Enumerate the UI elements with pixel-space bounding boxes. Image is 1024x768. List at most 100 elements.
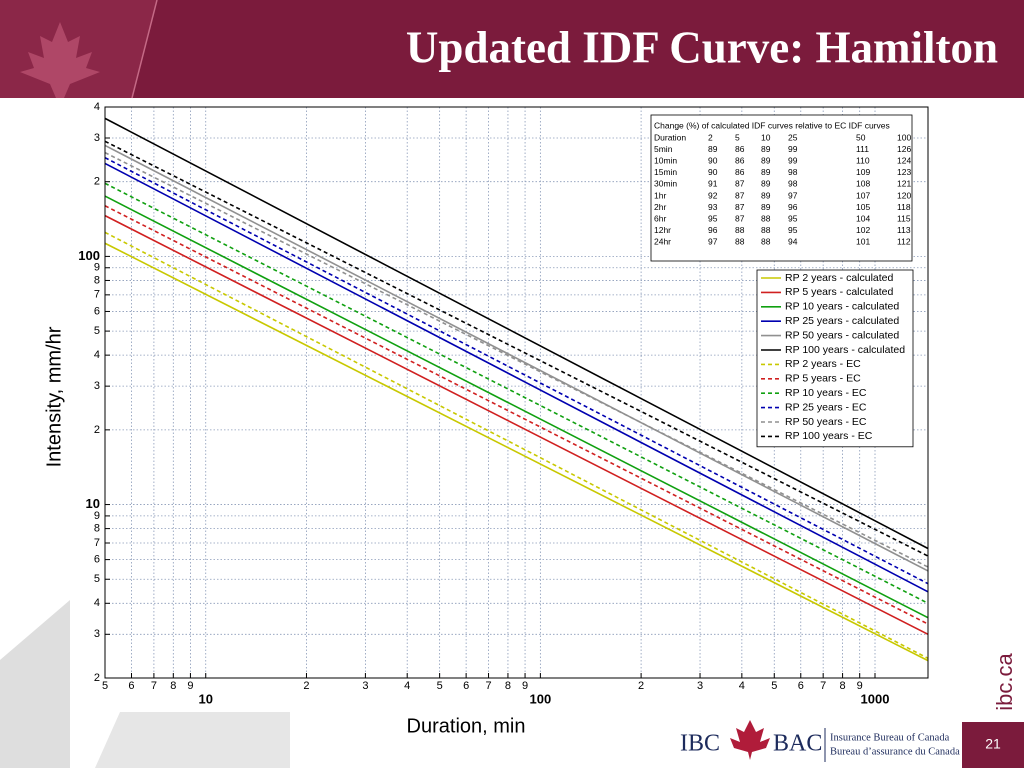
table-cell: 102 [856, 225, 870, 235]
table-cell: 109 [856, 167, 870, 177]
lines [104, 117, 929, 662]
y-tick-label: 4 [94, 349, 100, 361]
x-tick-label: 10 [199, 691, 213, 706]
table-cell: 15min [654, 167, 677, 177]
table-cell: 95 [788, 225, 798, 235]
series-line [104, 162, 929, 593]
table-cell: 88 [761, 237, 771, 247]
table-cell: 123 [897, 167, 911, 177]
y-tick-label: 8 [94, 523, 100, 535]
table-cell: 5min [654, 144, 673, 154]
x-tick-label: 2 [638, 680, 644, 692]
x-tick-label: 9 [187, 680, 193, 692]
x-tick-label: 7 [485, 680, 491, 692]
x-tick-label: 3 [362, 680, 368, 692]
y-tick-label: 3 [94, 380, 100, 392]
table-cell: 86 [735, 144, 745, 154]
table-cell: 120 [897, 190, 911, 200]
change-table: Change (%) of calculated IDF curves rela… [650, 114, 913, 262]
table-cell: 93 [708, 202, 718, 212]
table-cell: 124 [897, 155, 911, 165]
y-tick-label: 9 [94, 262, 100, 274]
series-line [104, 242, 929, 662]
y-tick-label: 3 [94, 132, 100, 144]
table-cell: 118 [897, 202, 911, 212]
table-cell: 89 [761, 144, 771, 154]
legend-label: RP 10 years - EC [785, 387, 867, 399]
legend-label: RP 100 years - EC [785, 430, 873, 442]
table-cell: 92 [708, 190, 718, 200]
table-cell: 87 [735, 190, 745, 200]
legend-label: RP 100 years - calculated [785, 344, 905, 356]
maple-leaf [20, 22, 100, 98]
legend-label: RP 25 years - EC [785, 401, 867, 413]
x-tick-label: 8 [505, 680, 511, 692]
x-tick-label: 9 [857, 680, 863, 692]
y-tick-label: 7 [94, 537, 100, 549]
x-tick-label: 7 [820, 680, 826, 692]
plot-frame [104, 106, 929, 679]
table-cell: 89 [761, 179, 771, 189]
x-tick-label: 6 [128, 680, 134, 692]
site-url: ibc.ca [992, 653, 1017, 711]
y-axis-label: Intensity, mm/hr [43, 326, 65, 467]
x-tick-label: 4 [739, 680, 745, 692]
table-cell: 88 [761, 225, 771, 235]
table-cell: 89 [761, 155, 771, 165]
legend-label: RP 5 years - EC [785, 373, 861, 385]
logo-text: BAC [773, 731, 822, 757]
table-cell: 90 [708, 155, 718, 165]
y-tick-label: 4 [94, 597, 100, 609]
y-tick-label: 2 [94, 424, 100, 436]
legend: RP 2 years - calculated RP 5 years - calc… [756, 269, 914, 448]
series-line [104, 117, 929, 550]
table-cell: 104 [856, 213, 870, 223]
legend-label: RP 5 years - calculated [785, 286, 894, 298]
table-cell: 121 [897, 179, 911, 189]
table-header-cell: Duration [654, 132, 686, 142]
table-cell: 87 [735, 179, 745, 189]
x-axis-label: Duration, min [407, 715, 526, 737]
legend-label: RP 2 years - calculated [785, 272, 894, 284]
x-tick-label: 6 [463, 680, 469, 692]
table-cell: 95 [788, 213, 798, 223]
y-tick-label: 9 [94, 510, 100, 522]
y-tick-label: 100 [78, 248, 100, 263]
table-cell: 95 [708, 213, 718, 223]
x-tick-label: 100 [530, 691, 552, 706]
y-tick-label: 6 [94, 305, 100, 317]
table-header-cell: 5 [735, 132, 740, 142]
table-cell: 88 [735, 237, 745, 247]
deco-shape [0, 600, 70, 768]
legend-label: RP 2 years - EC [785, 358, 861, 370]
x-tick-label: 8 [840, 680, 846, 692]
table-cell: 101 [856, 237, 870, 247]
y-tick-label: 8 [94, 274, 100, 286]
slide-title: Updated IDF Curve: Hamilton [406, 22, 998, 72]
table-cell: 98 [788, 179, 798, 189]
table-cell: 89 [761, 190, 771, 200]
y-tick-label: 3 [94, 628, 100, 640]
table-cell: 107 [856, 190, 870, 200]
page-number: 21 [985, 736, 1001, 752]
legend-box [756, 269, 914, 448]
table-cell: 96 [788, 202, 798, 212]
x-tick-label: 8 [170, 680, 176, 692]
table-cell: 98 [788, 167, 798, 177]
table-cell: 86 [735, 155, 745, 165]
table-cell: 10min [654, 155, 677, 165]
table-cell: 6hr [654, 213, 666, 223]
x-tick-label: 9 [522, 680, 528, 692]
header-divider [131, 0, 158, 99]
table-header-cell: 50 [856, 132, 866, 142]
table-cell: 91 [708, 179, 718, 189]
y-tick-label: 6 [94, 554, 100, 566]
series-line [104, 156, 929, 585]
table-header-cell: 100 [897, 132, 911, 142]
logo-text: Insurance Bureau of Canada [830, 732, 950, 743]
table-title: Change (%) of calculated IDF curves rela… [654, 120, 890, 130]
table-cell: 110 [856, 155, 870, 165]
table-cell: 88 [735, 225, 745, 235]
table-cell: 1hr [654, 190, 666, 200]
